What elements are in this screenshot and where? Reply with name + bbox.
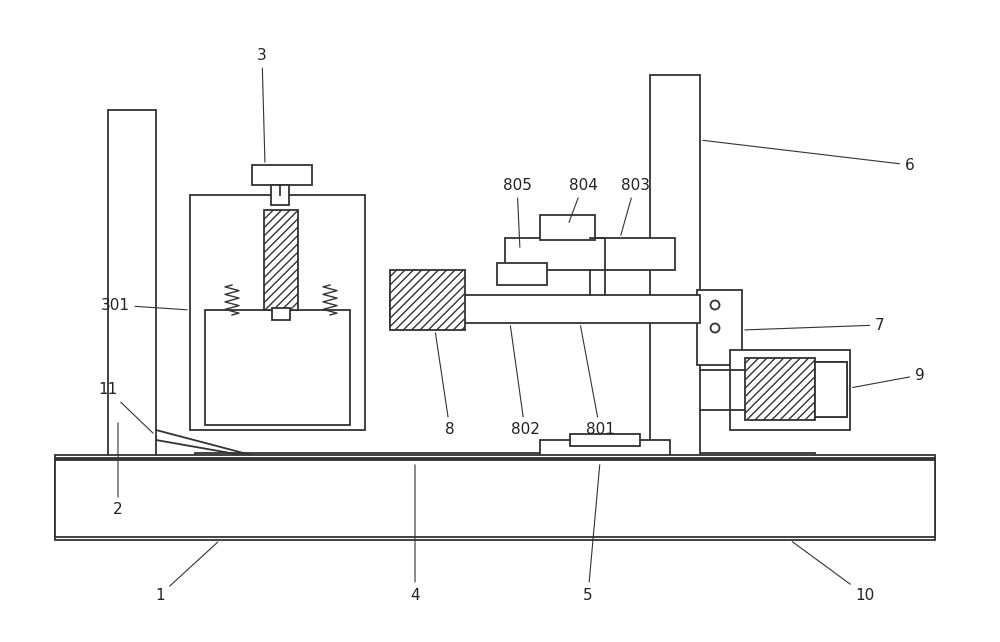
- Bar: [730, 350, 850, 430]
- Bar: [505, 238, 675, 270]
- Text: 2: 2: [113, 423, 123, 517]
- Text: 801: 801: [581, 325, 614, 437]
- Bar: [195, 468, 815, 478]
- Text: 805: 805: [503, 177, 531, 247]
- Text: 802: 802: [510, 325, 539, 437]
- Text: 8: 8: [435, 333, 455, 437]
- Bar: [815, 362, 847, 417]
- Text: 301: 301: [100, 297, 187, 313]
- Text: 9: 9: [853, 367, 925, 388]
- Circle shape: [710, 300, 720, 309]
- Bar: [697, 290, 742, 365]
- Text: 4: 4: [410, 465, 420, 602]
- Text: 10: 10: [792, 542, 875, 602]
- Bar: [570, 434, 640, 446]
- Bar: [264, 210, 298, 310]
- Bar: [252, 165, 312, 185]
- Bar: [205, 310, 350, 425]
- Bar: [650, 75, 700, 470]
- Bar: [108, 110, 156, 465]
- Bar: [195, 453, 815, 471]
- Text: 6: 6: [703, 141, 915, 173]
- Bar: [390, 295, 700, 323]
- Bar: [55, 455, 935, 537]
- Bar: [271, 185, 289, 205]
- Bar: [390, 292, 402, 326]
- Bar: [190, 195, 365, 430]
- Text: 7: 7: [745, 318, 885, 333]
- Bar: [745, 358, 815, 420]
- Bar: [815, 362, 847, 417]
- Bar: [390, 270, 465, 330]
- Text: 3: 3: [257, 48, 267, 162]
- Bar: [540, 215, 595, 240]
- Bar: [497, 263, 547, 285]
- Text: 5: 5: [583, 465, 600, 602]
- Text: 11: 11: [98, 383, 153, 433]
- Text: 1: 1: [155, 542, 218, 602]
- Text: 803: 803: [620, 177, 650, 236]
- Bar: [55, 460, 935, 540]
- Bar: [55, 458, 935, 460]
- Bar: [540, 440, 670, 462]
- Circle shape: [710, 324, 720, 333]
- Bar: [272, 308, 290, 320]
- Text: 804: 804: [569, 177, 597, 222]
